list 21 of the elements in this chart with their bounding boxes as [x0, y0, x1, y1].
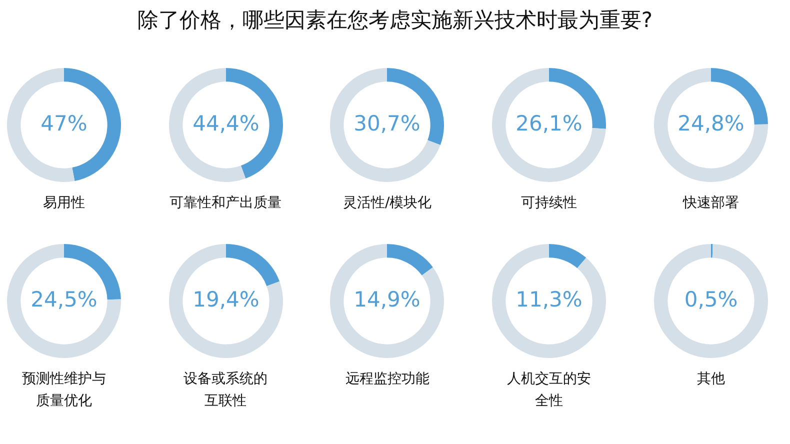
text: 快速部署	[682, 194, 740, 213]
data-label: 24,8%	[677, 111, 744, 136]
data-label: 0,5%	[684, 287, 738, 312]
text: 灵活性/模块化	[342, 194, 433, 213]
data-label: 30,7%	[354, 111, 421, 136]
data-label: 47%	[40, 111, 88, 136]
text: 易用性	[42, 194, 86, 213]
data-label: 14,9%	[354, 287, 421, 312]
data-label: 26,1%	[516, 111, 582, 136]
data-label: 44,4%	[192, 111, 260, 136]
data-label: 24,5%	[30, 287, 98, 312]
text: 预测性维护与质量优化	[21, 370, 107, 411]
text: 远程监控功能	[344, 370, 430, 389]
text: 人机交互的安全性	[506, 370, 592, 411]
text: 设备或系统的互联性	[182, 370, 269, 411]
data-label: 19,4%	[192, 287, 260, 312]
text: 其他	[696, 370, 726, 389]
text: 可持续性	[520, 194, 578, 213]
data-label: 11,3%	[516, 287, 582, 312]
text: 除了价格，哪些因素在您考虑实施新兴技术时最为重要?	[136, 7, 654, 34]
text: 可靠性和产出质量	[168, 194, 283, 213]
